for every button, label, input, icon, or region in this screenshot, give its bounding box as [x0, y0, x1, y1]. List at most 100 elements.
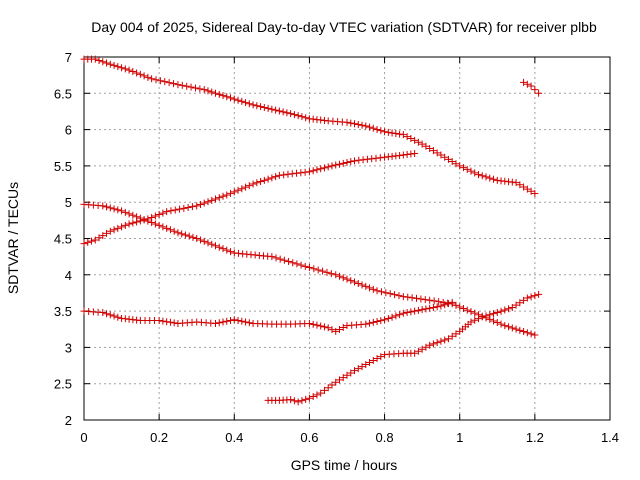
- data-point: [125, 210, 133, 218]
- data-point: [165, 79, 173, 87]
- data-point: [327, 270, 335, 278]
- data-point: [343, 159, 351, 167]
- data-point: [407, 308, 415, 316]
- data-point: [215, 90, 223, 98]
- data-point: [531, 189, 539, 197]
- data-point: [212, 89, 219, 97]
- data-point: [403, 133, 411, 141]
- data-point: [227, 94, 235, 102]
- data-point: [497, 320, 505, 328]
- data-point: [368, 155, 376, 163]
- data-point: [242, 99, 250, 107]
- data-point: [347, 277, 355, 285]
- data-point: [215, 194, 223, 202]
- data-point: [293, 260, 301, 268]
- data-point: [317, 389, 325, 397]
- y-tick-label: 6.5: [54, 86, 72, 101]
- data-point: [441, 301, 449, 309]
- data-point: [227, 189, 235, 197]
- data-point: [407, 134, 415, 142]
- data-point: [482, 312, 490, 320]
- data-point: [328, 326, 336, 334]
- data-point: [444, 155, 452, 163]
- data-point: [404, 293, 412, 301]
- x-tick-label: 0: [80, 430, 87, 445]
- data-point: [103, 229, 111, 237]
- data-point: [163, 208, 171, 216]
- data-point: [287, 396, 295, 404]
- data-point: [193, 202, 201, 210]
- data-point: [351, 367, 359, 375]
- data-point: [362, 361, 370, 369]
- x-tick-label: 0.4: [225, 430, 243, 445]
- data-point: [200, 86, 208, 94]
- data-point: [118, 64, 126, 72]
- data-point: [324, 324, 332, 332]
- data-point: [444, 300, 452, 308]
- data-point: [170, 80, 178, 88]
- data-point: [358, 121, 366, 129]
- data-point: [381, 128, 389, 136]
- data-point: [399, 131, 407, 139]
- data-point: [512, 179, 520, 187]
- data-point: [234, 186, 242, 194]
- data-point: [188, 203, 196, 211]
- data-point: [275, 171, 283, 179]
- data-point: [535, 290, 543, 298]
- data-point: [140, 72, 148, 80]
- series-track-6: [264, 290, 543, 406]
- y-tick-label: 3.5: [54, 304, 72, 319]
- data-point: [527, 293, 535, 301]
- data-point: [184, 203, 192, 211]
- data-point: [362, 122, 370, 130]
- data-point: [268, 253, 276, 261]
- data-point: [358, 281, 366, 289]
- data-point: [369, 124, 377, 132]
- data-point: [444, 335, 452, 343]
- data-point: [377, 353, 385, 361]
- data-point: [505, 305, 513, 313]
- data-point: [118, 207, 126, 215]
- data-point: [200, 237, 208, 245]
- chart-title: Day 004 of 2025, Sidereal Day-to-day VTE…: [91, 19, 597, 35]
- data-point: [301, 262, 309, 270]
- data-point: [193, 235, 201, 242]
- data-point: [399, 309, 407, 317]
- data-point: [386, 290, 394, 298]
- data-point: [388, 313, 396, 321]
- data-point: [459, 305, 467, 313]
- data-point: [290, 397, 298, 405]
- data-point: [313, 166, 321, 174]
- data-point: [114, 313, 122, 321]
- data-point: [140, 216, 148, 224]
- data-point: [133, 213, 141, 221]
- data-point: [88, 237, 96, 245]
- data-point: [414, 306, 422, 314]
- data-point: [309, 167, 317, 175]
- data-point: [294, 398, 302, 406]
- data-point: [305, 319, 313, 327]
- data-point: [516, 299, 524, 307]
- data-point: [301, 168, 309, 176]
- data-point: [332, 378, 340, 386]
- data-point: [422, 343, 430, 351]
- data-point: [384, 128, 392, 136]
- data-point: [99, 232, 107, 240]
- data-point: [320, 164, 328, 172]
- data-point: [520, 183, 528, 191]
- data-point: [501, 322, 509, 330]
- data-point: [411, 349, 419, 357]
- data-point: [212, 319, 219, 327]
- data-point: [463, 306, 471, 314]
- data-point: [335, 376, 343, 384]
- data-point: [257, 103, 265, 111]
- x-axis-label: GPS time / hours: [291, 457, 398, 473]
- data-point: [486, 174, 494, 182]
- data-point: [512, 301, 520, 309]
- data-point: [268, 174, 276, 182]
- data-point: [260, 104, 268, 112]
- data-point: [366, 319, 374, 327]
- data-point: [91, 55, 99, 63]
- data-point: [373, 125, 381, 133]
